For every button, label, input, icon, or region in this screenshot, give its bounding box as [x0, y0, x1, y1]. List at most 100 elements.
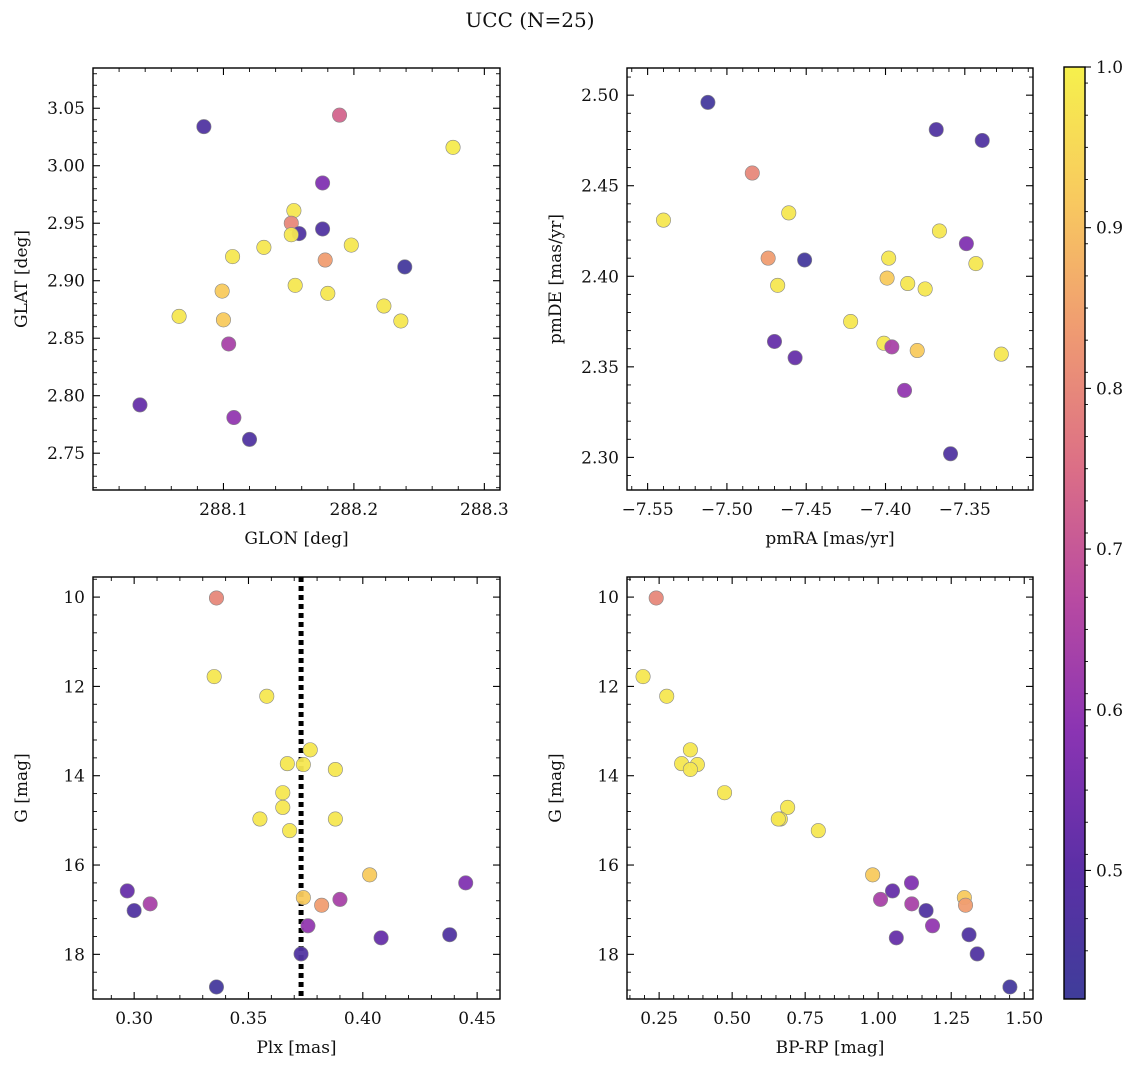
data-point — [302, 742, 318, 758]
data-point — [256, 239, 272, 255]
data-point — [903, 875, 919, 891]
data-point — [993, 346, 1009, 362]
data-point — [208, 590, 224, 606]
x-tick-label: −7.45 — [780, 500, 832, 520]
x-tick-label: 0.30 — [115, 1009, 153, 1029]
x-tick-label: 1.25 — [932, 1009, 970, 1029]
x-axis-label: BP-RP [mag] — [776, 1038, 885, 1058]
data-point — [226, 410, 242, 426]
data-point — [215, 312, 231, 328]
data-point — [314, 897, 330, 913]
panel-plx-g: 0.30 0.35 0.40 0.45 10 12 14 16 18 Plx [mas] G [ma… — [12, 576, 501, 1058]
y-tick-label: 16 — [63, 856, 85, 876]
y-tick-label: 2.35 — [581, 358, 619, 378]
data-point — [242, 431, 258, 447]
x-tick-label: 288.3 — [460, 500, 509, 520]
data-point — [873, 891, 889, 907]
y-tick-label: 2.45 — [581, 177, 619, 197]
figure-title: UCC (N=25) — [465, 8, 595, 32]
data-point — [904, 896, 920, 912]
data-point — [206, 669, 222, 685]
data-point — [843, 314, 859, 330]
panel-pmra-pmde: −7.55 −7.50 −7.45 −7.40 −7.35 2.30 2.35 2.40 2.4… — [546, 67, 1034, 549]
y-tick-label: 12 — [597, 677, 619, 697]
data-point — [373, 930, 389, 946]
data-point — [327, 811, 343, 827]
data-point — [295, 757, 311, 773]
data-point — [214, 283, 230, 299]
data-point — [275, 799, 291, 815]
data-point — [943, 446, 959, 462]
data-point — [958, 897, 974, 913]
data-point — [458, 875, 474, 891]
data-point — [332, 107, 348, 123]
x-tick-label: 0.45 — [458, 1009, 496, 1029]
y-tick-label: 14 — [63, 767, 85, 787]
data-point — [208, 979, 224, 995]
x-tick-label: −7.35 — [939, 500, 991, 520]
y-tick-label: 14 — [597, 767, 619, 787]
data-point — [320, 285, 336, 301]
data-point — [295, 890, 311, 906]
colorbar-gradient — [1063, 66, 1086, 1000]
data-point — [317, 252, 333, 268]
data-point — [1002, 979, 1018, 995]
y-tick-label: 10 — [63, 588, 85, 608]
data-point — [119, 883, 135, 899]
y-tick-label: 2.85 — [47, 329, 85, 349]
data-point — [397, 259, 413, 275]
y-tick-label: 2.30 — [581, 448, 619, 468]
data-point — [293, 946, 309, 962]
data-point — [885, 883, 901, 899]
data-point — [918, 903, 934, 919]
data-point — [909, 343, 925, 359]
y-tick-label: 12 — [63, 677, 85, 697]
y-tick-label: 2.90 — [47, 272, 85, 292]
data-point — [259, 688, 275, 704]
x-tick-label: 1.50 — [1005, 1009, 1043, 1029]
data-point — [132, 397, 148, 413]
panel-glon-glat: 288.1 288.2 288.3 2.75 2.80 2.85 2.90 2.95 3.00 3… — [12, 67, 509, 549]
x-tick-label: −7.40 — [859, 500, 911, 520]
y-axis-label: GLAT [deg] — [12, 230, 32, 328]
data-point — [393, 313, 409, 329]
x-tick-label: 0.50 — [713, 1009, 751, 1029]
data-point — [974, 132, 990, 148]
data-point — [770, 277, 786, 293]
x-axis-label: pmRA [mas/yr] — [765, 529, 894, 549]
data-point — [931, 223, 947, 239]
data-point — [286, 203, 302, 219]
data-point — [142, 896, 158, 912]
y-axis-label: pmDE [mas/yr] — [546, 214, 566, 344]
x-axis-label: Plx [mas] — [256, 1038, 336, 1058]
data-point — [362, 867, 378, 883]
data-point — [780, 799, 796, 815]
data-point — [126, 903, 142, 919]
data-point — [442, 927, 458, 943]
data-point — [171, 308, 187, 324]
data-point — [787, 350, 803, 366]
y-tick-label: 2.80 — [47, 387, 85, 407]
x-tick-label: 0.40 — [344, 1009, 382, 1029]
data-point — [884, 339, 900, 355]
data-point — [900, 276, 916, 292]
data-point — [968, 256, 984, 272]
plot-frame — [92, 576, 501, 1000]
data-point — [897, 382, 913, 398]
data-point — [196, 119, 212, 135]
colorbar-tick-label: 0.8 — [1096, 379, 1123, 399]
data-point — [376, 298, 392, 314]
y-tick-label: 2.40 — [581, 267, 619, 287]
data-point — [760, 250, 776, 266]
colorbar-tick-label: 1.0 — [1096, 58, 1123, 78]
x-tick-label: −7.50 — [701, 500, 753, 520]
y-tick-label: 2.50 — [581, 86, 619, 106]
data-point — [682, 761, 698, 777]
y-tick-label: 3.00 — [47, 157, 85, 177]
x-tick-label: 0.35 — [230, 1009, 268, 1029]
data-point — [648, 590, 664, 606]
data-point — [655, 212, 671, 228]
data-point — [343, 237, 359, 253]
data-point — [327, 761, 343, 777]
